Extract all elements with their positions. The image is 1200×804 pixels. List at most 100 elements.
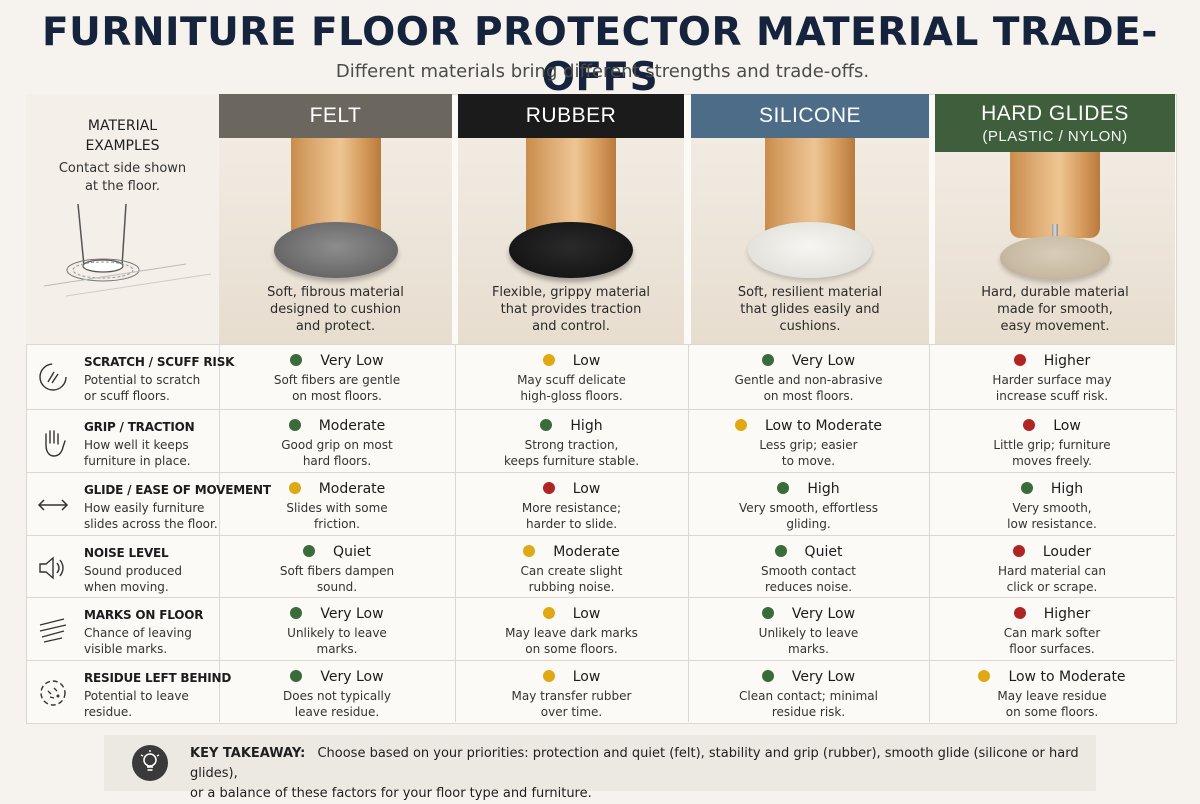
rating-dot-icon — [1013, 354, 1026, 366]
product-panel-felt: Soft, fibrous material designed to cushi… — [219, 138, 452, 344]
rating-dot-icon — [540, 419, 553, 431]
desc-line: Flexible, grippy material — [491, 285, 651, 300]
material-description: Flexible, grippy material that provides … — [458, 284, 684, 335]
criterion-name: GLIDE / EASE OF MOVEMENT — [84, 483, 271, 497]
rating-dot-icon — [290, 354, 303, 366]
rating-cell: Low Little grip; furniture moves freely. — [929, 410, 1175, 472]
rating-level: Moderate — [219, 481, 455, 497]
column-header-silicone: SILICONE — [691, 94, 929, 138]
criterion-name: GRIP / TRACTION — [84, 420, 195, 434]
rating-note: Strong traction, keeps furniture stable. — [503, 438, 640, 468]
rating-note: Good grip on most hard floors. — [281, 438, 393, 468]
rating-level: Higher — [929, 353, 1175, 369]
key-takeaway-line: or a balance of these factors for your f… — [190, 786, 592, 801]
criterion-noise-level: NOISE LEVEL Sound produced when moving. — [26, 536, 219, 598]
key-takeaway-box: KEY TAKEAWAY: Choose based on your prior… — [104, 735, 1096, 801]
rating-cell: Quiet Soft fibers dampen sound. — [219, 536, 455, 598]
criterion-name: MARKS ON FLOOR — [84, 608, 204, 622]
rating-level: High — [929, 481, 1175, 497]
criterion-description: Chance of leaving visible marks. — [84, 626, 192, 656]
key-takeaway-line: Choose based on your priorities: protect… — [190, 746, 1079, 781]
rating-note: May leave dark marks on some floors. — [505, 626, 638, 656]
rating-note: Soft fibers dampen sound. — [279, 564, 395, 594]
rating-level: Quiet — [688, 544, 929, 560]
key-takeaway-label: KEY TAKEAWAY: — [190, 746, 306, 761]
desc-line: and control. — [532, 319, 610, 334]
rating-dot-icon — [761, 670, 774, 682]
rating-cell: Higher Can mark softer floor surfaces. — [929, 598, 1175, 660]
rating-cell: Moderate Slides with some friction. — [219, 473, 455, 535]
row-divider — [26, 660, 1175, 661]
note-line: Contact side shown — [58, 161, 187, 176]
rating-level: High — [455, 418, 688, 434]
silicone-pad-image — [748, 222, 872, 278]
rating-level: Moderate — [455, 544, 688, 560]
rating-cell: Moderate Good grip on most hard floors. — [219, 410, 455, 472]
desc-line: cushions. — [779, 319, 841, 334]
desc-line: Hard, durable material — [981, 285, 1129, 300]
rating-dot-icon — [761, 607, 774, 619]
row-divider — [26, 535, 1175, 536]
criterion-description: Potential to scratch or scuff floors. — [84, 373, 201, 403]
rating-level: Low — [455, 353, 688, 369]
hand-icon — [36, 425, 70, 459]
page-subtitle: Different materials bring different stre… — [335, 61, 870, 82]
column-divider — [929, 344, 930, 722]
column-divider — [219, 344, 220, 722]
criterion-marks-on-floor: MARKS ON FLOOR Chance of leaving visible m… — [26, 598, 219, 660]
rating-note: Very smooth, low resistance. — [1007, 501, 1097, 531]
rating-note: Harder surface may increase scuff risk. — [992, 373, 1112, 403]
material-description: Soft, resilient material that glides eas… — [691, 284, 929, 335]
rating-cell: Low to Moderate May leave residue on some … — [929, 661, 1175, 723]
rating-level: Low — [929, 418, 1175, 434]
column-header-hard-glides: HARD GLIDES (PLASTIC / NYLON) — [935, 94, 1175, 152]
rating-dot-icon — [288, 419, 301, 431]
table-leg-diagram-icon — [43, 204, 212, 297]
rating-level: Low — [455, 669, 688, 685]
rating-level: Quiet — [219, 544, 455, 560]
rating-dot-icon — [303, 545, 316, 557]
rating-cell: Very Low Soft fibers are gentle on most fl… — [219, 345, 455, 407]
rating-cell: High Very smooth, low resistance. — [929, 473, 1175, 535]
key-takeaway-text: KEY TAKEAWAY: Choose based on your prior… — [190, 744, 1080, 804]
lightbulb-icon — [132, 745, 168, 781]
rating-dot-icon — [978, 670, 991, 682]
note-line: at the floor. — [84, 179, 161, 194]
rating-level: Moderate — [219, 418, 455, 434]
scratch-icon — [36, 360, 70, 394]
rating-dot-icon — [542, 670, 555, 682]
rating-note: May leave residue on some floors. — [997, 689, 1107, 719]
rating-note: Very smooth, effortless gliding. — [739, 501, 878, 531]
desc-line: that provides traction — [500, 302, 642, 317]
rating-dot-icon — [774, 545, 787, 557]
criterion-residue-left-behind: RESIDUE LEFT BEHIND Potential to leave res… — [26, 661, 231, 723]
product-panel-hard-glides: Hard, durable material made for smooth, … — [935, 152, 1175, 344]
rating-level: Higher — [929, 606, 1175, 622]
rating-dot-icon — [1013, 607, 1026, 619]
rating-cell: Very Low Unlikely to leave marks. — [219, 598, 455, 660]
rating-cell: Very Low Clean contact; minimal residue ri… — [688, 661, 929, 723]
rating-cell: Very Low Does not typically leave residue. — [219, 661, 455, 723]
rating-level: High — [688, 481, 929, 497]
rating-note: Clean contact; minimal residue risk. — [739, 689, 878, 719]
rating-note: Less grip; easier to move. — [759, 438, 858, 468]
rating-dot-icon — [542, 482, 555, 494]
residue-icon — [36, 676, 70, 710]
rating-dot-icon — [542, 354, 555, 366]
rating-note: May scuff delicate high-gloss floors. — [517, 373, 626, 403]
rating-note: More resistance; harder to slide. — [521, 501, 622, 531]
material-subname: (PLASTIC / NYLON) — [982, 127, 1128, 145]
rating-note: Slides with some friction. — [286, 501, 388, 531]
column-divider — [455, 344, 456, 722]
rating-dot-icon — [290, 670, 303, 682]
desc-line: easy movement. — [1000, 319, 1110, 334]
rating-dot-icon — [1012, 545, 1025, 557]
criterion-scratch-scuff-risk: SCRATCH / SCUFF RISK Potential to scratch… — [26, 345, 234, 407]
criterion-description: Potential to leave residue. — [84, 689, 189, 719]
rating-cell: Low May leave dark marks on some floors. — [455, 598, 688, 660]
rating-note: Little grip; furniture moves freely. — [993, 438, 1111, 468]
column-divider — [688, 344, 689, 722]
rating-cell: Low May scuff delicate high-gloss floors. — [455, 345, 688, 407]
rating-level: Low — [455, 606, 688, 622]
rating-dot-icon — [523, 545, 536, 557]
